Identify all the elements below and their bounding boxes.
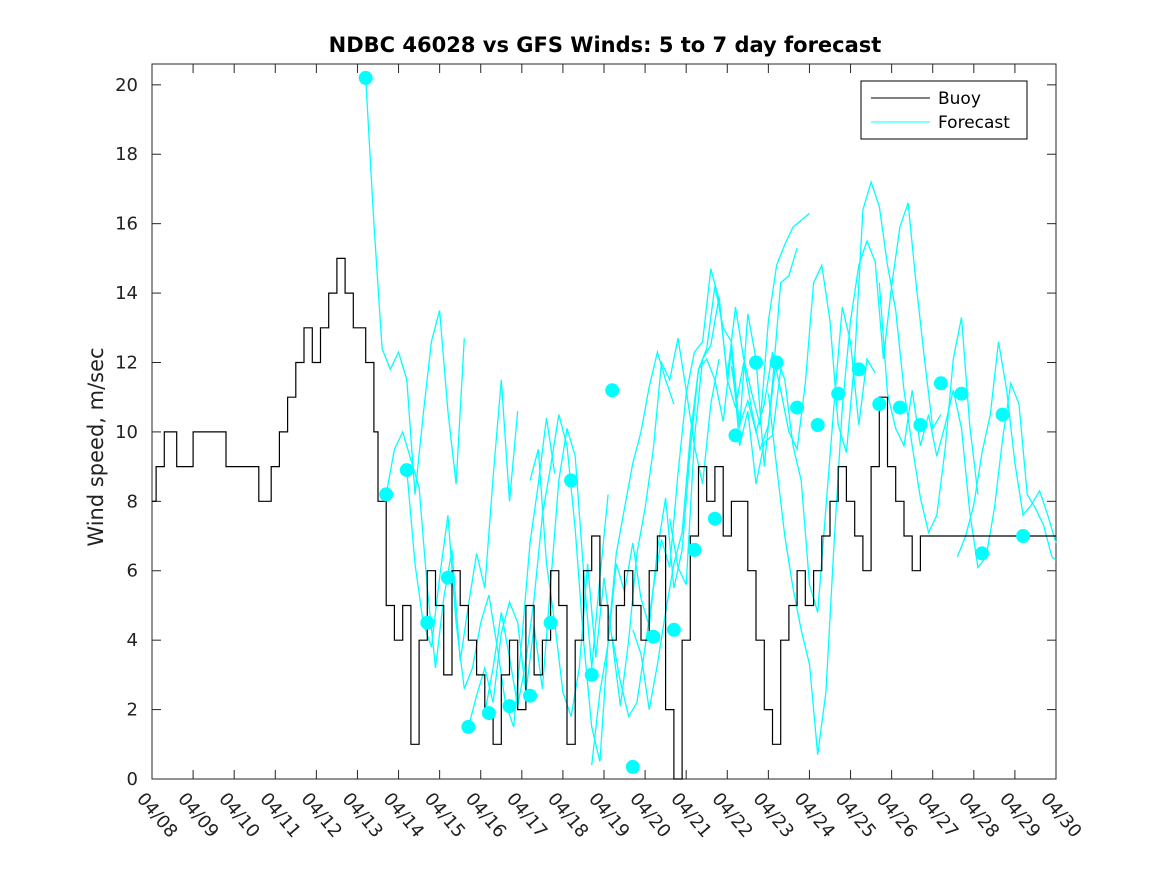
forecast-point [995,407,1010,422]
plot-area: 0246810121416182004/0804/0904/1004/1104/… [115,63,1086,842]
forecast-line [632,348,782,710]
x-tick-label: 04/23 [749,789,798,842]
x-tick-label: 04/12 [297,789,346,842]
forecast-point [605,383,620,398]
y-tick-label: 10 [115,422,138,443]
forecast-line [467,428,609,728]
x-tick-label: 04/25 [831,789,880,842]
forecast-point [461,719,476,734]
forecast-point [1016,529,1031,543]
y-tick-label: 14 [115,283,138,304]
buoy-line [152,257,1056,780]
y-tick-label: 6 [127,561,138,582]
forecast-point [358,70,373,85]
forecast-line [730,179,979,535]
x-tick-label: 04/10 [214,789,263,842]
y-axis-label: Wind speed, m/sec [84,347,108,546]
forecast-line [669,296,876,613]
forecast-point [399,463,414,478]
y-tick-label: 18 [115,144,138,165]
forecast-point [666,622,681,637]
forecast-point [564,473,579,488]
forecast-point [420,615,435,630]
forecast-point [440,570,455,585]
forecast-point [543,615,558,630]
forecast-point [831,386,846,401]
forecast-line [878,282,1057,569]
x-tick-label: 04/15 [420,789,469,842]
forecast-line [767,202,942,755]
y-tick-label: 20 [115,75,138,96]
chart-title: NDBC 46028 vs GFS Winds: 5 to 7 day fore… [329,33,882,57]
forecast-point [872,397,887,412]
forecast-point [954,386,969,401]
x-tick-label: 04/26 [872,789,921,842]
forecast-point [379,487,394,502]
x-tick-label: 04/17 [502,789,551,842]
forecast-line [385,379,519,668]
x-tick-label: 04/19 [584,789,633,842]
x-tick-label: 04/08 [132,789,181,842]
legend-label-buoy: Buoy [938,89,981,109]
x-tick-label: 04/30 [1036,789,1085,842]
x-tick-label: 04/14 [379,789,428,842]
y-tick-label: 0 [127,769,138,790]
forecast-point [892,400,907,415]
y-tick-label: 8 [127,491,138,512]
forecast-line [406,417,556,728]
x-tick-label: 04/24 [790,789,839,842]
forecast-point [851,362,866,377]
forecast-point [769,355,784,370]
forecast-line [529,338,720,717]
legend-label-forecast: Forecast [938,113,1010,133]
x-tick-label: 04/27 [913,789,962,842]
x-tick-label: 04/16 [461,789,510,842]
forecast-point [687,542,702,557]
forecast-point [913,418,928,432]
forecast-point [749,355,763,370]
forecast-line [956,341,1057,558]
forecast-point [625,759,640,774]
forecast-line [484,349,675,762]
forecast-point [502,699,517,714]
y-tick-label: 2 [127,700,138,721]
forecast-point [646,629,661,644]
forecast-point [523,688,537,703]
x-tick-label: 04/11 [255,789,304,842]
x-tick-label: 04/20 [625,789,674,842]
forecast-point [933,376,948,391]
forecast-line [611,212,810,719]
legend-box [860,80,1028,140]
x-tick-label: 04/09 [173,789,222,842]
forecast-point [975,546,989,561]
forecast-point [707,511,722,526]
forecast-point [481,706,496,721]
x-tick-label: 04/22 [707,789,756,842]
y-tick-label: 4 [127,630,138,651]
forecast-point [584,667,599,682]
forecast-point [728,428,743,443]
y-tick-label: 16 [115,214,138,235]
x-tick-label: 04/29 [995,789,1044,842]
forecast-point [790,400,805,415]
legend: Buoy Forecast [860,80,1028,140]
x-tick-label: 04/18 [543,789,592,842]
x-tick-label: 04/28 [954,789,1003,842]
forecast-point [810,418,825,432]
y-tick-label: 12 [115,352,138,373]
x-tick-label: 04/13 [338,789,387,842]
forecast-line [365,77,465,495]
x-tick-label: 04/21 [666,789,715,842]
